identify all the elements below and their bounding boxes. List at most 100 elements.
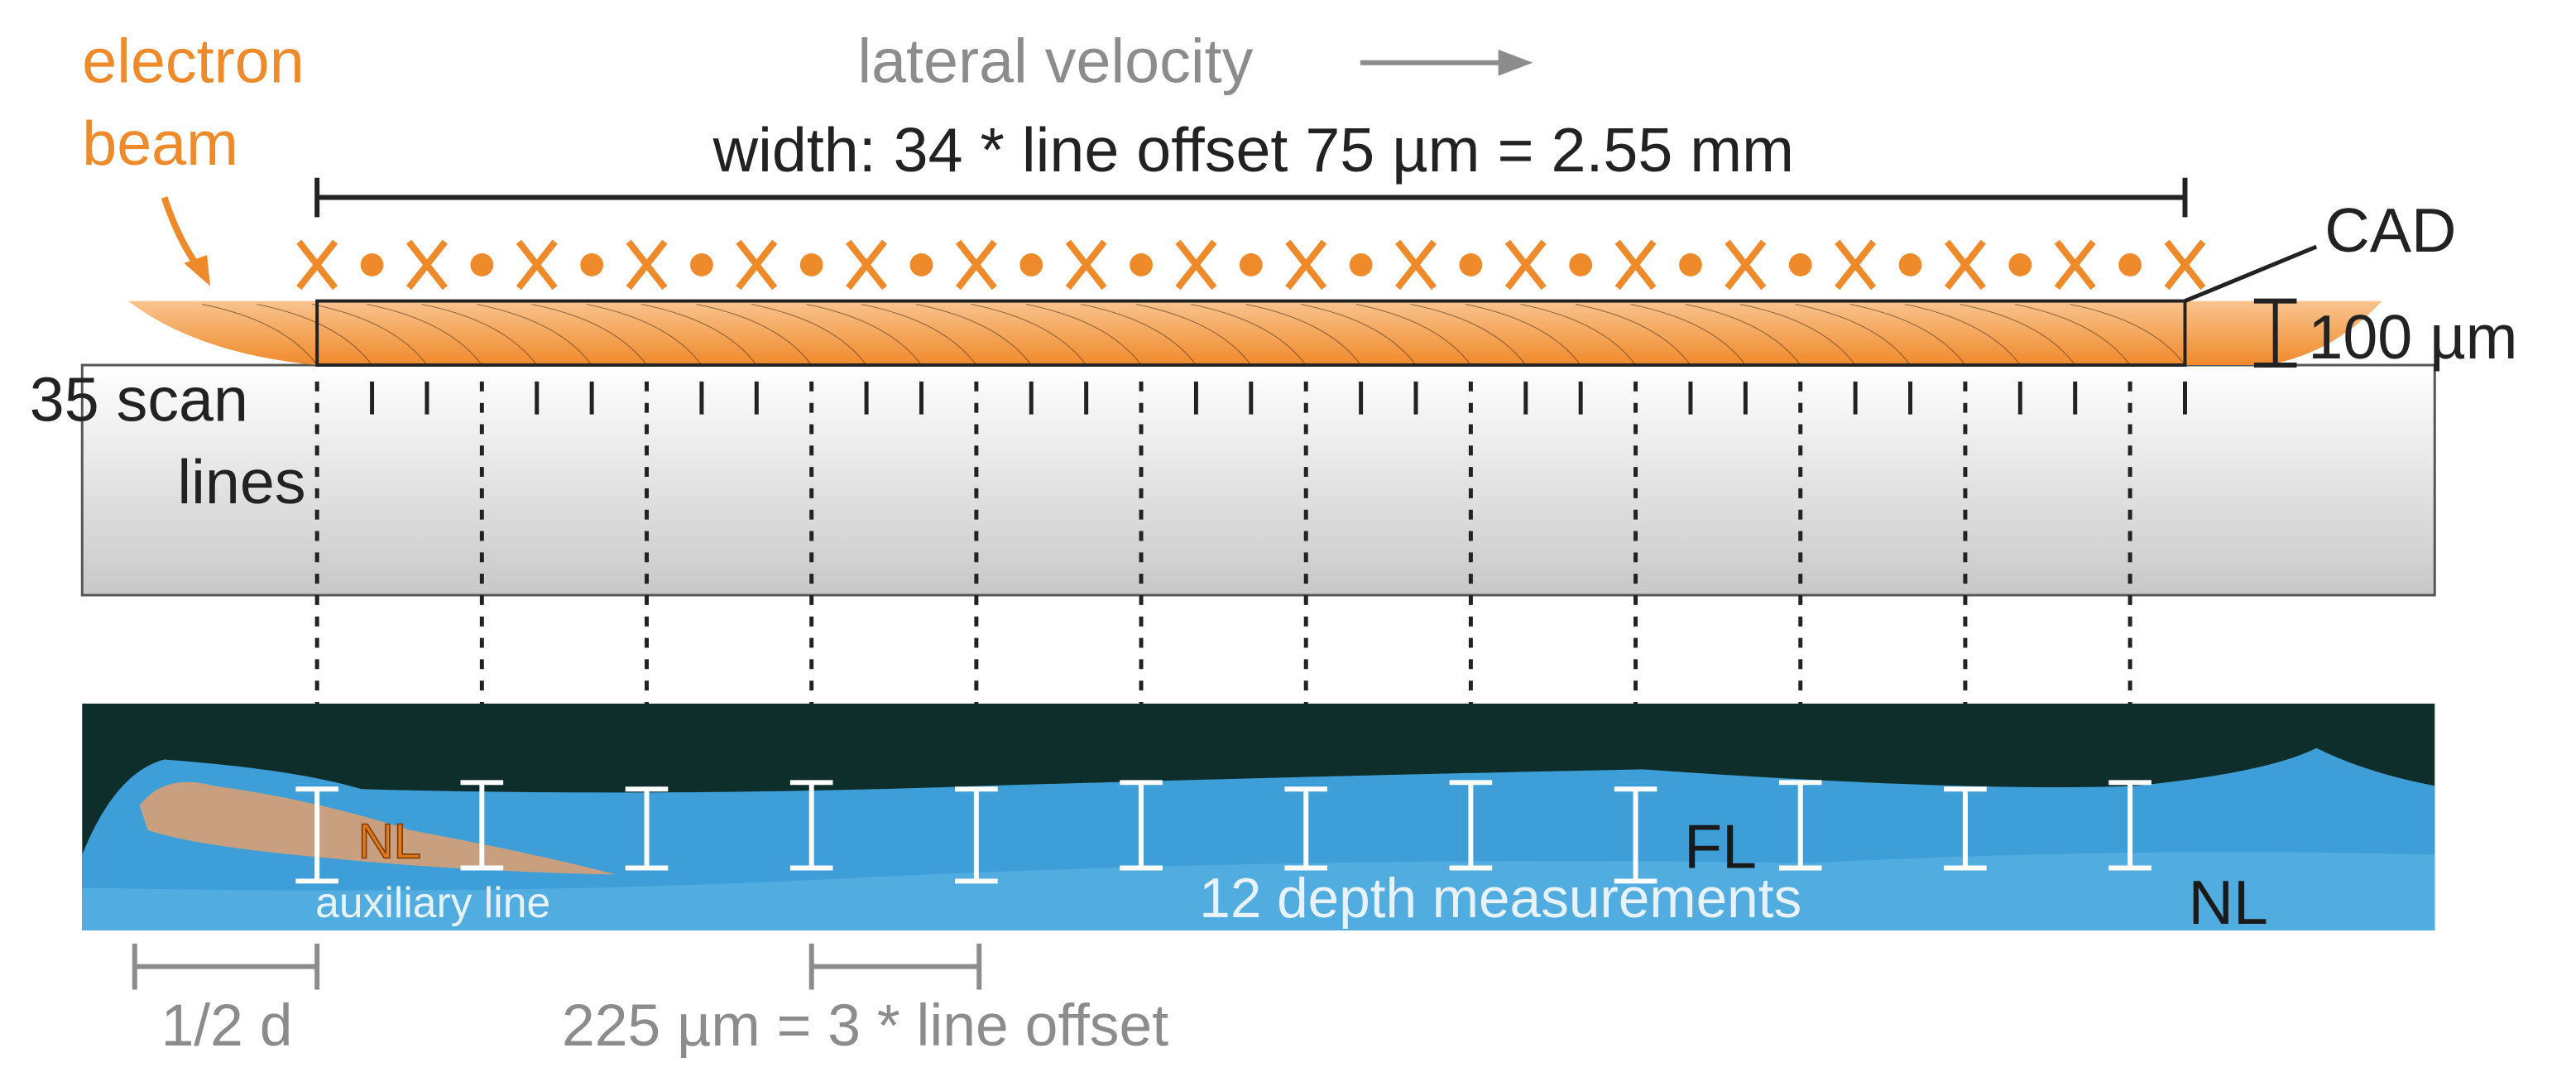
melt-arc <box>1685 303 1801 366</box>
melt-arc <box>202 303 318 366</box>
dot-marker <box>1349 253 1373 276</box>
melt-arc <box>2070 303 2185 366</box>
nl-label: NL <box>358 814 421 869</box>
dot-marker <box>909 253 933 276</box>
x-marker <box>405 239 448 291</box>
x-marker <box>1835 239 1877 291</box>
x-marker <box>1175 239 1217 291</box>
x-marker <box>2054 239 2096 291</box>
dot-marker <box>799 253 823 276</box>
melt-tracks <box>202 303 2185 366</box>
melt-arc <box>1905 303 2021 366</box>
offset-label: 225 µm = 3 * line offset <box>562 993 1168 1059</box>
melt-arc <box>1740 303 1856 366</box>
dot-marker <box>580 253 604 276</box>
scan-lines-label: 35 scan <box>30 365 248 435</box>
scan-lines-label: lines <box>177 447 305 517</box>
thickness-label: 100 µm <box>2308 302 2517 372</box>
depth-bar <box>1449 780 1493 871</box>
melt-arc <box>806 303 922 366</box>
dot-marker <box>690 253 713 276</box>
melt-arc <box>1025 303 1142 366</box>
depth-bar <box>460 780 504 871</box>
velocity-arrow-head <box>1498 49 1533 76</box>
x-marker <box>1944 239 1986 291</box>
velocity-label: lateral velocity <box>857 26 1253 96</box>
melt-arc <box>1630 303 1746 366</box>
melt-arc <box>531 303 647 366</box>
melt-arc <box>1081 303 1197 366</box>
scan-ticks <box>314 381 2187 704</box>
cad-outline <box>315 299 2187 368</box>
melt-arc <box>1849 303 1966 366</box>
nl-label: NL <box>2188 868 2267 937</box>
auxiliary-label: auxiliary line <box>315 878 550 926</box>
melt-arc <box>1191 303 1307 366</box>
dot-marker <box>1019 253 1043 276</box>
width-label: width: 34 * line offset 75 µm = 2.55 mm <box>712 115 1794 185</box>
x-marker <box>1504 239 1547 291</box>
x-marker <box>2164 239 2206 291</box>
melt-arc <box>1245 303 1362 366</box>
dot-marker <box>1239 253 1263 276</box>
depth-bar <box>2108 780 2151 871</box>
melt-arc <box>971 303 1087 366</box>
electron-beam-label: beam <box>82 108 238 178</box>
dot-marker <box>1679 253 1702 276</box>
x-marker <box>296 239 338 291</box>
depth-bar <box>1778 780 1822 871</box>
dot-marker <box>360 253 384 276</box>
melt-arc <box>1355 303 1471 366</box>
depth-label: 12 depth measurements <box>1199 868 1801 930</box>
x-marker <box>1725 239 1767 291</box>
cad-label: CAD <box>2324 195 2456 265</box>
melt-arc <box>1960 303 2076 366</box>
dot-marker <box>2008 253 2032 276</box>
x-marker <box>626 239 668 291</box>
depth-bar <box>1944 786 1987 871</box>
x-marker <box>1614 239 1657 291</box>
melt-arc <box>861 303 977 366</box>
melt-arc <box>1575 303 1691 366</box>
half-d-label: 1/2 d <box>161 993 293 1059</box>
melt-arc <box>1795 303 1912 366</box>
beam-arrow-head <box>184 255 211 286</box>
melt-arc <box>916 303 1032 366</box>
auxiliary-region <box>139 781 616 875</box>
depth-bar <box>1120 780 1163 871</box>
x-marker <box>955 239 997 291</box>
depth-bar <box>1284 786 1328 871</box>
depth-bar <box>295 786 338 884</box>
melt-arc <box>696 303 813 366</box>
micrograph-substrate <box>82 852 2435 930</box>
melt-arc <box>751 303 867 366</box>
depth-bar <box>625 786 669 871</box>
dot-marker <box>470 253 494 276</box>
dot-marker <box>2118 253 2142 276</box>
melt-arc <box>367 303 482 366</box>
dot-marker <box>1569 253 1593 276</box>
melt-layer <box>127 300 2382 366</box>
depth-bar <box>955 786 998 884</box>
dot-marker <box>1130 253 1153 276</box>
substrate-block <box>80 363 2436 597</box>
scan-markers <box>296 239 2206 291</box>
melt-arc <box>586 303 703 366</box>
melt-arc <box>641 303 757 366</box>
melt-arc <box>2015 303 2131 366</box>
fl-label: FL <box>1684 812 1757 882</box>
melt-arc <box>257 303 373 366</box>
electron-beam-label: electron <box>82 26 304 96</box>
dot-marker <box>1788 253 1812 276</box>
x-marker <box>846 239 888 291</box>
melt-arc <box>477 303 592 366</box>
cad-leader <box>2184 244 2318 303</box>
x-marker <box>516 239 558 291</box>
dot-marker <box>1898 253 1922 276</box>
melt-arc <box>1300 303 1417 366</box>
depth-bar <box>789 780 833 871</box>
melt-arc <box>1465 303 1581 366</box>
x-marker <box>1285 239 1327 291</box>
